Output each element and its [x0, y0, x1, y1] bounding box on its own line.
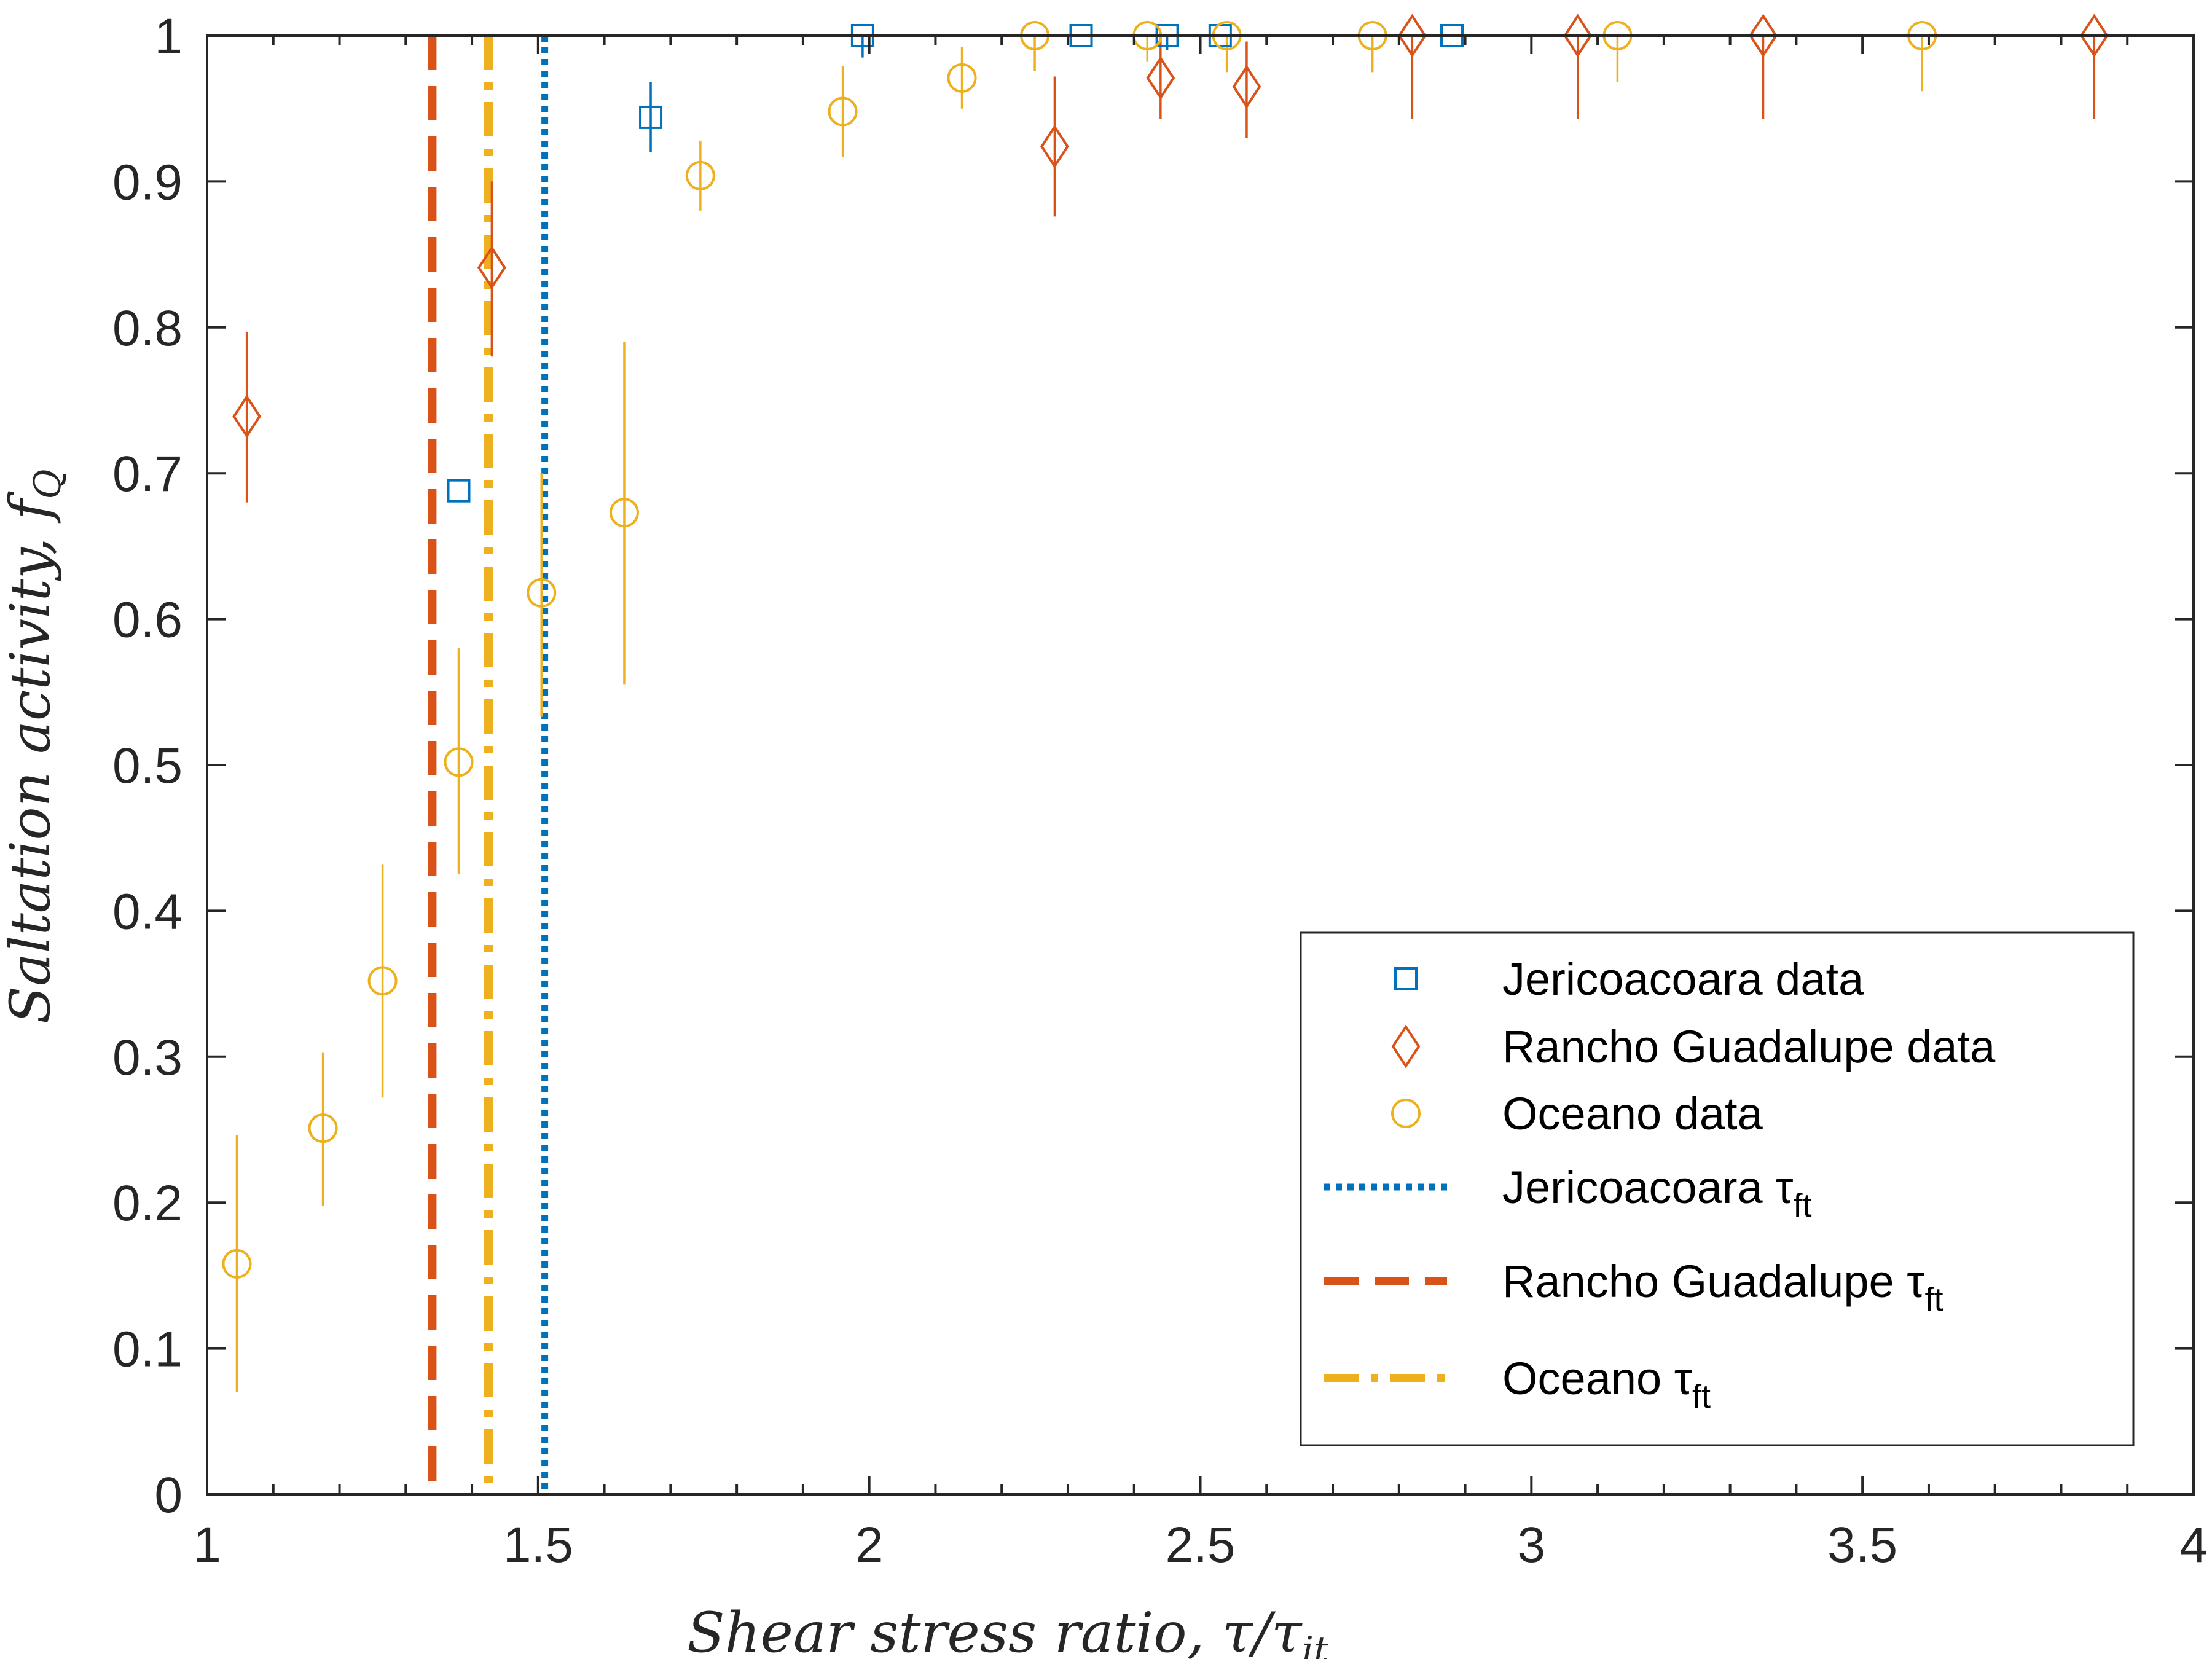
data-point-2-2: [367, 966, 398, 996]
legend: Jericoacoara data Rancho Guadalupe data Oc…: [1300, 931, 2135, 1446]
legend-label-2: Oceano data: [1502, 1088, 1763, 1139]
legend-box: [1300, 931, 2135, 1446]
data-point-1-7: [1749, 14, 1778, 58]
data-point-1-1: [477, 245, 506, 290]
data-point-1-5: [1397, 14, 1427, 58]
x-tick-label: 3.5: [1827, 1517, 1897, 1573]
data-point-2-4: [527, 578, 557, 608]
x-tick-label: 1.5: [503, 1517, 573, 1573]
threshold-lines: [428, 36, 549, 1494]
data-point-1-6: [1563, 14, 1593, 58]
data-point-1-3: [1146, 56, 1175, 100]
tick-labels: 1 1.5 2 2.5 3 3.5 4 0 0.1 0.2 0.3 0.4 0.5 0.6 0.7 0.8 0.…: [112, 9, 2208, 1573]
y-tick-label: 0.1: [112, 1322, 182, 1378]
data-point-0-0: [447, 479, 471, 503]
y-axis-label: Saltation activity, fQ: [0, 469, 69, 1024]
x-tick-label: 1: [193, 1517, 221, 1573]
legend-label-1: Rancho Guadalupe data: [1502, 1021, 1996, 1072]
y-tick-label: 0.2: [112, 1175, 182, 1231]
x-tick-label: 4: [2179, 1517, 2208, 1573]
y-tick-label: 0.4: [112, 884, 182, 939]
data-point-2-5: [609, 498, 639, 528]
data-markers: [222, 14, 2109, 1279]
legend-label-0: Jericoacoara data: [1502, 954, 1864, 1005]
y-tick-label: 0.9: [112, 154, 182, 210]
data-point-2-6: [685, 160, 715, 190]
data-point-2-1: [308, 1113, 338, 1143]
data-point-1-8: [2079, 14, 2109, 58]
y-tick-label: 0: [154, 1467, 182, 1523]
legend-line-label-0: Jericoacoara τft: [1502, 1162, 1811, 1224]
y-tick-label: 0.5: [112, 738, 182, 794]
y-tick-label: 1: [154, 9, 182, 65]
data-point-1-2: [1040, 124, 1069, 169]
error-bars: [235, 36, 2096, 1392]
legend-symbol-2: [1391, 1099, 1421, 1128]
data-point-2-3: [444, 747, 474, 777]
x-tick-label: 2.5: [1166, 1517, 1236, 1573]
y-tick-label: 0.6: [112, 592, 182, 648]
data-point-2-8: [947, 63, 977, 93]
y-tick-label: 0.3: [112, 1030, 182, 1086]
data-point-1-4: [1232, 65, 1261, 109]
data-point-2-0: [222, 1249, 252, 1279]
legend-symbol-1: [1391, 1024, 1421, 1069]
y-tick-label: 0.8: [112, 300, 182, 356]
axes: [206, 34, 2195, 1496]
data-point-2-7: [828, 96, 858, 127]
legend-symbol-0: [1394, 967, 1418, 990]
legend-line-label-2: Oceano τft: [1502, 1353, 1711, 1415]
x-tick-label: 3: [1518, 1517, 1546, 1573]
legend-line-label-1: Rancho Guadalupe τft: [1502, 1256, 1943, 1318]
data-point-1-0: [232, 394, 262, 439]
x-axis-label: Shear stress ratio, τ/τit: [687, 1601, 1329, 1659]
y-tick-label: 0.7: [112, 446, 182, 502]
x-tick-label: 2: [855, 1517, 884, 1573]
data-point-0-1: [639, 105, 663, 129]
